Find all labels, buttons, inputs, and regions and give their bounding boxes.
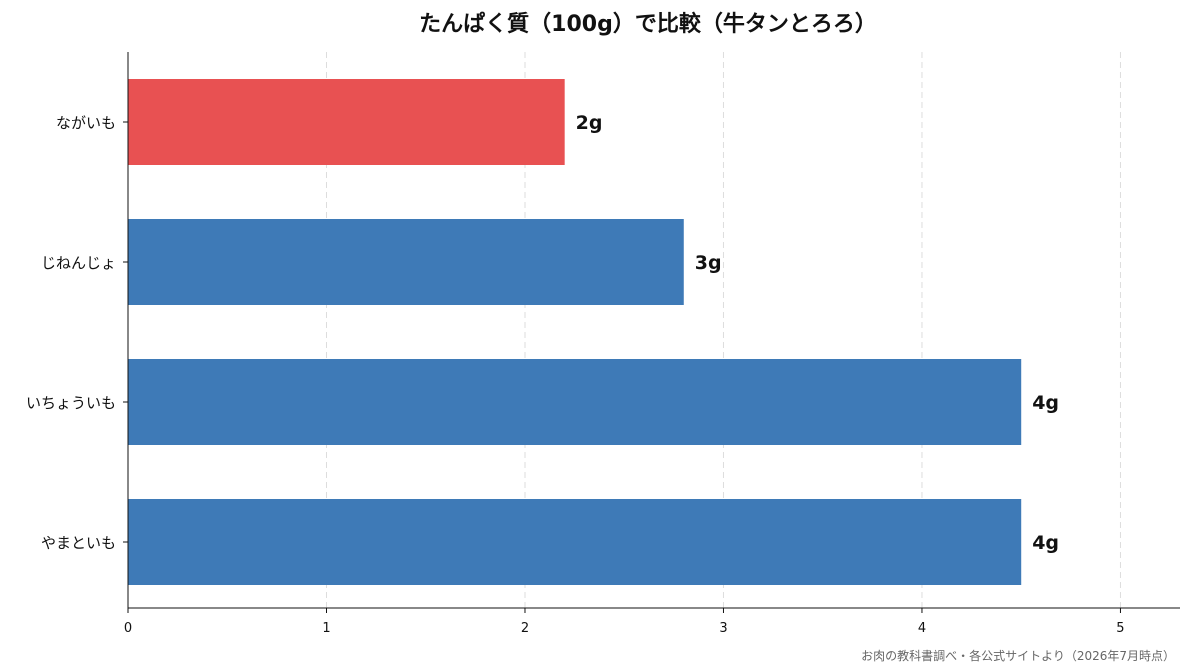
data-labels: 2g 3g 4g 4g [576,112,1059,554]
bar-3 [128,359,1022,445]
chart-title: たんぱく質（100g）で比較（牛タンとろろ） [419,11,877,37]
bar-value-label: 4g [1032,532,1059,554]
y-tick-label: ながいも [56,114,116,132]
x-tick-label: 0 [124,621,132,636]
x-tick-label: 3 [719,621,727,636]
y-tick-label: いちょういも [26,394,116,412]
x-axis-ticks: 0 1 2 3 4 5 [124,608,1125,636]
bar-1 [128,79,565,165]
x-tick-label: 4 [918,621,926,636]
source-note: お肉の教科書調べ・各公式サイトより（2026年7月時点） [861,648,1175,663]
bar-value-label: 4g [1032,392,1059,414]
bar-2 [128,219,684,305]
bar-value-label: 2g [576,112,603,134]
x-tick-label: 5 [1116,621,1124,636]
x-tick-label: 1 [322,621,330,636]
y-tick-label: じねんじょ [41,254,116,272]
bar-4 [128,499,1022,585]
y-tick-label: やまといも [41,534,116,552]
x-tick-label: 2 [521,621,529,636]
bars [128,79,1022,585]
bar-value-label: 3g [695,252,722,274]
